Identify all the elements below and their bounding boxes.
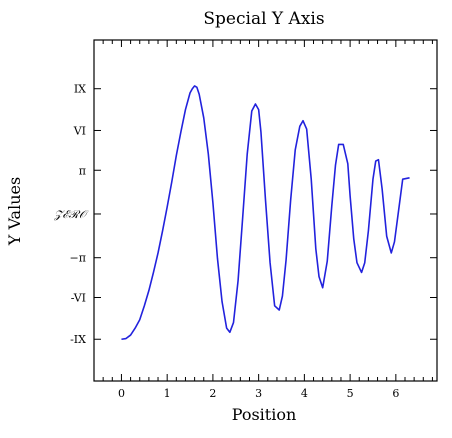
x-tick-label: 6 bbox=[392, 387, 399, 400]
x-tick-label: 2 bbox=[209, 387, 216, 400]
series-layer bbox=[121, 85, 410, 341]
y-tick-label: -IX bbox=[70, 333, 86, 346]
y-ticks: -IX -VI −π 𝒵ℰℛ𝒪 π VI IX bbox=[53, 83, 437, 346]
y-tick-label: VI bbox=[73, 124, 86, 137]
x-tick-label: 3 bbox=[255, 387, 262, 400]
y-tick-label: π bbox=[79, 164, 86, 177]
x-ticks: 0 1 2 3 4 5 6 bbox=[102, 40, 433, 400]
y-tick-label: 𝒵ℰℛ𝒪 bbox=[53, 208, 89, 221]
x-tick-label: 4 bbox=[301, 387, 308, 400]
series-line bbox=[121, 85, 410, 341]
x-tick-label: 0 bbox=[118, 387, 125, 400]
plot-frame bbox=[93, 39, 438, 382]
x-tick-label: 1 bbox=[164, 387, 171, 400]
y-tick-label: -VI bbox=[71, 291, 86, 304]
chart-title: Special Y Axis bbox=[203, 9, 324, 29]
y-tick-label: −π bbox=[70, 252, 86, 265]
y-axis-label: Y Values bbox=[5, 177, 24, 246]
y-tick-label: IX bbox=[74, 83, 86, 96]
x-tick-label: 5 bbox=[347, 387, 354, 400]
x-axis-label: Position bbox=[232, 405, 297, 424]
